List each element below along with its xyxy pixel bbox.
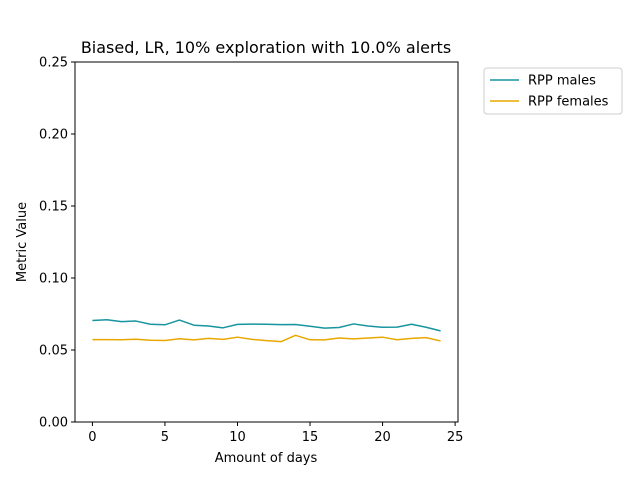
legend: RPP males RPP females xyxy=(483,67,623,115)
plot-area-frame xyxy=(74,61,459,423)
y-tick-label: 0.10 xyxy=(39,272,68,287)
x-tick-label: 15 xyxy=(302,430,319,445)
x-tick-label: 25 xyxy=(447,430,464,445)
y-axis-label: Metric Value xyxy=(15,202,30,282)
y-tick-label: 0.15 xyxy=(39,200,68,215)
series-lines xyxy=(92,319,441,343)
y-axis-ticks: 0.00 0.05 0.10 0.15 0.20 0.25 xyxy=(39,56,75,431)
legend-label: RPP females xyxy=(528,95,609,110)
x-tick-label: 5 xyxy=(161,430,169,445)
y-tick-label: 0.25 xyxy=(39,56,68,71)
y-tick-label: 0.05 xyxy=(39,344,68,359)
y-tick-label: 0.20 xyxy=(39,128,68,143)
series-line xyxy=(92,334,441,343)
y-tick-label: 0.00 xyxy=(39,416,68,431)
x-tick-label: 0 xyxy=(88,430,96,445)
series-line xyxy=(92,319,441,332)
chart-title: Biased, LR, 10% exploration with 10.0% a… xyxy=(81,38,451,57)
legend-label: RPP males xyxy=(528,74,596,89)
x-axis-ticks: 0 5 10 15 20 25 xyxy=(88,422,463,445)
x-tick-label: 20 xyxy=(374,430,391,445)
x-tick-label: 10 xyxy=(229,430,246,445)
x-axis-label: Amount of days xyxy=(215,451,318,466)
